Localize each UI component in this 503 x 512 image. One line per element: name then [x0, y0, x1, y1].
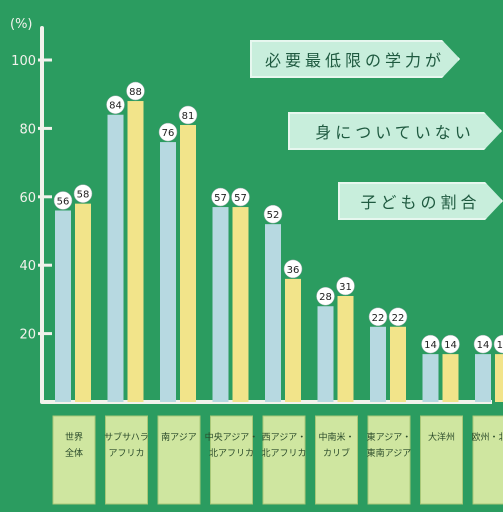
value-label-2-5: 31	[339, 282, 352, 293]
category-label-0: 世界全体	[65, 431, 83, 459]
value-label-2-8: 14	[497, 340, 503, 351]
value-bubble-1-4	[263, 204, 283, 224]
category-box-5	[315, 415, 358, 505]
value-bubble-2-7	[441, 334, 460, 354]
value-bubble-2-1	[126, 81, 145, 101]
category-label-4: 西アジア・北アフリカ	[261, 432, 306, 459]
value-label-1-0: 56	[57, 196, 70, 207]
value-label-1-4: 52	[267, 210, 280, 221]
title-banner-2: 身についていない	[288, 112, 502, 150]
value-bubble-2-2	[178, 105, 198, 125]
value-label-2-3: 57	[234, 193, 247, 204]
category-box-4	[262, 415, 306, 505]
value-bubble-1-7	[421, 334, 440, 354]
category-label-1: サブサハラアフリカ	[104, 431, 149, 459]
value-bubble-1-1	[106, 95, 125, 114]
category-box-6	[367, 415, 411, 505]
bar-2-2	[180, 124, 196, 402]
value-label-1-8: 14	[477, 340, 490, 351]
bar-1-6	[370, 326, 386, 402]
bar-2-5	[337, 295, 354, 402]
value-bubble-2-4	[283, 259, 303, 279]
category-box-8	[472, 415, 503, 505]
bar-1-2	[160, 142, 176, 402]
bar-2-3	[232, 207, 249, 402]
bar-1-7	[422, 354, 439, 402]
bar-1-3	[212, 207, 229, 402]
category-label-8: 欧州・北米	[471, 431, 503, 443]
bar-1-4	[265, 224, 281, 402]
bar-1-1	[107, 114, 124, 402]
value-label-2-2: 81	[182, 111, 195, 122]
y-axis-unit: (%)	[10, 17, 33, 32]
value-label-1-7: 14	[424, 340, 437, 351]
category-box-3	[210, 415, 253, 505]
bar-2-7	[442, 354, 459, 402]
value-label-2-4: 36	[287, 265, 300, 276]
value-bubble-1-5	[316, 286, 335, 306]
value-bubble-2-3	[231, 187, 250, 207]
value-bubble-1-0	[53, 191, 73, 210]
value-label-1-2: 76	[162, 128, 175, 139]
bar-1-8	[475, 354, 491, 402]
bar-1-5	[317, 306, 334, 402]
y-tick-label-20: 20	[19, 328, 36, 343]
y-tick-label-40: 40	[19, 259, 36, 274]
value-label-1-1: 84	[109, 101, 122, 112]
title-banner-1: 必要最低限の学力が	[250, 40, 460, 78]
bar-2-4	[285, 278, 301, 402]
category-box-2	[157, 415, 201, 505]
category-label-2: 南アジア	[161, 431, 197, 443]
y-tick-label-80: 80	[19, 122, 36, 137]
value-label-1-5: 28	[319, 292, 332, 303]
value-label-1-3: 57	[214, 193, 227, 204]
category-label-7: 大洋州	[428, 431, 455, 443]
value-bubble-1-8	[473, 334, 493, 354]
bar-2-6	[390, 326, 406, 402]
category-box-0	[52, 415, 96, 505]
y-tick-label-60: 60	[19, 191, 36, 206]
category-box-1	[105, 415, 148, 505]
value-label-2-1: 88	[129, 87, 142, 98]
value-bubble-2-5	[336, 276, 355, 296]
y-tick-label-100: 100	[11, 54, 36, 69]
value-bubble-2-8	[493, 334, 503, 354]
value-bubble-1-6	[368, 307, 388, 327]
value-bubble-2-0	[73, 184, 93, 203]
value-label-2-7: 14	[444, 340, 457, 351]
value-bubble-2-6	[388, 307, 408, 327]
category-box-7	[420, 415, 463, 505]
category-label-6: 東アジア・東南アジア	[367, 431, 412, 459]
value-bubble-1-3	[211, 187, 230, 207]
bar-2-8	[495, 354, 503, 402]
category-label-5: 中南米・カリブ	[318, 431, 354, 459]
bar-1-0	[55, 210, 71, 402]
value-label-1-6: 22	[372, 313, 385, 324]
value-label-2-6: 22	[392, 313, 405, 324]
bar-2-0	[75, 203, 91, 402]
category-label-3: 中央アジア・北アフリカ	[205, 431, 259, 459]
value-label-2-0: 58	[77, 190, 90, 201]
bar-2-1	[127, 101, 144, 402]
title-banner-3: 子どもの割合	[338, 182, 503, 220]
value-bubble-1-2	[158, 122, 178, 142]
